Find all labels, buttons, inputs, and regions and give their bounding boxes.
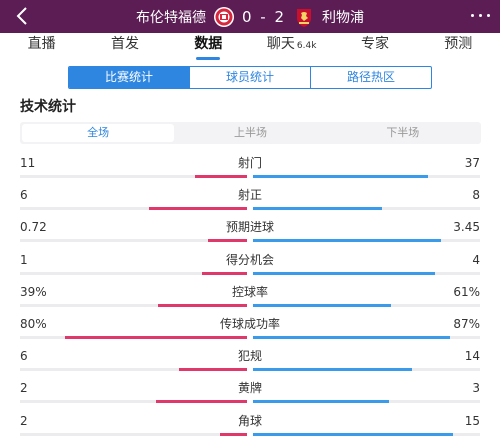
tab-chat[interactable]: 聊天 6.4k bbox=[266, 36, 317, 52]
stat-away-value: 37 bbox=[464, 156, 480, 170]
stat-row: 2 角球 15 bbox=[0, 413, 500, 440]
stat-row: 0.72 预期进球 3.45 bbox=[0, 219, 500, 251]
stat-home-value: 80% bbox=[20, 317, 47, 331]
stat-home-bar bbox=[156, 400, 247, 404]
stats-subtabs: 比赛统计 球员统计 路径热区 bbox=[68, 66, 432, 89]
stat-row: 1 得分机会 4 bbox=[0, 252, 500, 284]
stat-away-bar bbox=[253, 303, 391, 307]
stat-home-track bbox=[20, 432, 247, 436]
home-team-name: 布伦特福德 bbox=[135, 9, 206, 26]
stat-name: 射正 bbox=[237, 188, 262, 203]
stat-home-value: 2 bbox=[20, 413, 28, 428]
stat-row: 6 犯规 14 bbox=[0, 348, 500, 380]
more-dots-icon[interactable] bbox=[471, 14, 490, 17]
period-second-half[interactable]: 下半场 bbox=[386, 126, 420, 139]
stat-name: 传球成功率 bbox=[219, 317, 280, 331]
period-selector: 全场 上半场 下半场 bbox=[20, 122, 481, 144]
stat-row: 2 黄牌 3 bbox=[0, 380, 500, 412]
stat-home-bar bbox=[65, 336, 247, 339]
stat-home-track bbox=[20, 303, 247, 307]
subtab-heatmap[interactable]: 路径热区 bbox=[310, 67, 431, 88]
tab-experts[interactable]: 专家 bbox=[360, 36, 389, 52]
main-tabs: 直播 首发 数据 聊天 6.4k 专家 预测 bbox=[0, 33, 500, 60]
brentford-badge-icon bbox=[212, 5, 236, 29]
stat-away-bar bbox=[253, 368, 412, 372]
stat-home-value: 6 bbox=[20, 349, 28, 364]
stat-home-track bbox=[20, 239, 247, 243]
subtab-player-stats[interactable]: 球员统计 bbox=[189, 67, 310, 88]
away-team-name: 利物浦 bbox=[322, 9, 365, 26]
match-scoreline: 布伦特福德 0 - 2 利物浦 bbox=[0, 0, 500, 33]
stat-home-bar bbox=[195, 175, 247, 178]
stat-home-value: 6 bbox=[20, 188, 28, 203]
stat-name: 角球 bbox=[237, 413, 262, 428]
stat-away-bar bbox=[253, 207, 382, 211]
stat-away-value: 3.45 bbox=[453, 220, 480, 235]
tab-predictions[interactable]: 预测 bbox=[444, 36, 473, 52]
stat-home-value: 1 bbox=[20, 252, 28, 267]
stat-away-value: 61% bbox=[453, 284, 480, 299]
liverpool-badge-icon bbox=[292, 5, 316, 29]
stat-away-value: 4 bbox=[472, 252, 480, 267]
stat-away-bar bbox=[253, 432, 453, 436]
stat-name: 射门 bbox=[237, 156, 262, 170]
match-score: 0 - 2 bbox=[241, 7, 287, 26]
subtab-match-stats[interactable]: 比赛统计 bbox=[69, 67, 189, 88]
stat-home-bar bbox=[208, 239, 247, 243]
stat-home-value: 11 bbox=[20, 156, 36, 170]
stat-home-bar bbox=[220, 432, 247, 436]
stat-away-bar bbox=[253, 336, 450, 339]
stat-away-bar bbox=[253, 239, 441, 243]
stat-home-bar bbox=[179, 368, 247, 372]
stat-name: 黄牌 bbox=[237, 381, 262, 396]
stat-name: 预期进球 bbox=[225, 220, 274, 235]
stat-home-track bbox=[20, 271, 247, 275]
stat-home-value: 39% bbox=[20, 284, 47, 299]
stat-name: 犯规 bbox=[237, 349, 262, 364]
tab-live[interactable]: 直播 bbox=[27, 36, 56, 52]
stat-home-value: 2 bbox=[20, 381, 28, 396]
period-first-half[interactable]: 上半场 bbox=[233, 126, 267, 139]
stat-name: 控球率 bbox=[231, 284, 268, 299]
stat-home-track bbox=[20, 400, 247, 404]
stat-away-value: 3 bbox=[472, 381, 480, 396]
match-header: 布伦特福德 0 - 2 利物浦 bbox=[0, 0, 500, 33]
stat-home-track bbox=[20, 368, 247, 372]
stat-away-bar bbox=[253, 271, 435, 275]
stat-row: 6 射正 8 bbox=[0, 187, 500, 219]
stat-home-bar bbox=[149, 207, 247, 211]
stat-away-bar bbox=[253, 175, 428, 178]
section-title: 技术统计 bbox=[20, 99, 76, 115]
stat-home-bar bbox=[158, 303, 247, 307]
stat-row: 11 射门 37 bbox=[0, 155, 500, 187]
stat-away-value: 87% bbox=[453, 317, 480, 331]
stat-row: 80% 传球成功率 87% bbox=[0, 316, 500, 348]
stat-home-bar bbox=[202, 271, 247, 275]
stat-away-bar bbox=[253, 400, 389, 404]
tab-lineup[interactable]: 首发 bbox=[110, 36, 139, 52]
stat-row: 39% 控球率 61% bbox=[0, 284, 500, 316]
period-full-match[interactable]: 全场 bbox=[22, 124, 175, 142]
stat-home-track bbox=[20, 207, 247, 211]
chat-count: 6.4k bbox=[296, 41, 317, 51]
stat-name: 得分机会 bbox=[225, 252, 274, 267]
stat-away-value: 8 bbox=[472, 188, 480, 203]
stat-away-value: 14 bbox=[464, 349, 480, 364]
stat-home-value: 0.72 bbox=[20, 220, 47, 235]
stat-away-value: 15 bbox=[464, 413, 480, 428]
stat-home-track bbox=[20, 175, 247, 178]
back-arrow-icon[interactable] bbox=[12, 5, 34, 27]
tab-data[interactable]: 数据 bbox=[167, 33, 250, 60]
